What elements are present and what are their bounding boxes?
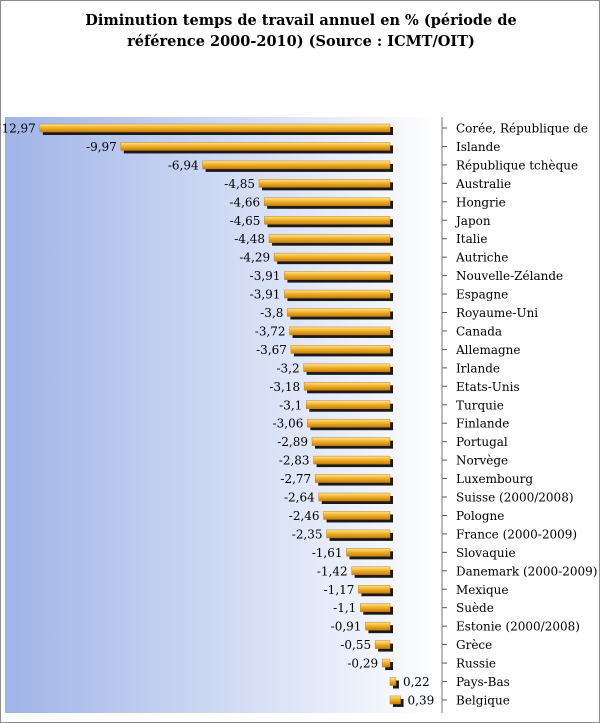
category-label: Estonie (2000/2008) <box>456 620 580 634</box>
bar <box>264 216 391 225</box>
data-label: -3,1 <box>279 398 302 412</box>
category-label: Danemark (2000-2009) <box>456 564 597 578</box>
data-label: -1,17 <box>324 583 355 597</box>
data-label: -9,97 <box>86 140 117 154</box>
bar <box>307 418 391 428</box>
bar <box>258 179 391 188</box>
data-label: -2,83 <box>279 454 310 468</box>
category-label: Hongrie <box>456 195 506 209</box>
category-label: Autriche <box>455 251 508 265</box>
data-label: -0,91 <box>331 620 362 634</box>
bar <box>306 400 391 409</box>
category-label: Italie <box>456 232 488 246</box>
data-label: -6,94 <box>168 158 199 172</box>
data-label: -4,66 <box>229 195 260 209</box>
bar <box>318 492 391 502</box>
category-label: Japon <box>454 214 491 228</box>
data-label: -1,42 <box>317 564 348 578</box>
data-label: 0,22 <box>403 675 430 689</box>
bar <box>289 326 391 336</box>
bar <box>268 234 391 243</box>
category-label: Grèce <box>456 638 492 652</box>
bar <box>389 677 397 686</box>
bar <box>284 289 391 299</box>
category-label: Pologne <box>456 509 504 523</box>
category-label: Mexique <box>456 583 509 597</box>
data-label: -2,77 <box>280 472 311 486</box>
data-label: -3,91 <box>250 288 281 302</box>
bar <box>326 529 391 539</box>
category-label: Corée, République de <box>456 122 588 136</box>
category-label: Portugal <box>456 435 508 449</box>
bar <box>284 271 391 280</box>
data-label: 0,39 <box>408 693 435 707</box>
category-label: Allemagne <box>455 343 521 357</box>
category-label: Belgique <box>456 693 510 707</box>
data-label: -3,18 <box>269 380 300 394</box>
bar <box>120 142 391 151</box>
bar <box>360 603 391 612</box>
data-label: -4,85 <box>224 177 255 191</box>
category-label: République tchèque <box>456 158 578 172</box>
data-label: -1,61 <box>312 546 343 560</box>
category-label: Finlande <box>456 417 509 431</box>
chart-title: Diminution temps de travail annuel en % … <box>85 12 517 50</box>
category-label: Pays-Bas <box>456 675 510 689</box>
data-label: -4,29 <box>239 251 270 265</box>
bar <box>263 197 391 207</box>
category-label: Royaume-Uni <box>456 306 538 320</box>
data-label: -0,55 <box>340 638 371 652</box>
category-label: Suisse (2000/2008) <box>456 491 574 505</box>
bar <box>346 548 391 557</box>
data-label: -12,97 <box>1 122 36 136</box>
data-label: -4,48 <box>234 232 265 246</box>
bar <box>287 308 391 317</box>
category-label: Nouvelle-Zélande <box>456 269 563 283</box>
bar <box>358 585 391 594</box>
category-label: Norvège <box>456 454 508 468</box>
bar <box>374 640 391 649</box>
data-label: -2,64 <box>284 491 315 505</box>
bar <box>311 437 391 446</box>
data-label: -0,29 <box>347 657 378 671</box>
data-label: -2,35 <box>292 527 323 541</box>
bar <box>303 382 391 391</box>
bar <box>313 455 391 465</box>
category-label: Russie <box>456 657 496 671</box>
bar <box>290 345 391 354</box>
bar <box>365 621 391 631</box>
bar <box>39 123 391 133</box>
bar <box>351 566 391 576</box>
category-label: Islande <box>456 140 500 154</box>
category-label: Slovaquie <box>456 546 516 560</box>
category-label: Irlande <box>456 361 500 375</box>
data-label: -1,1 <box>333 601 356 615</box>
data-label: -3,72 <box>255 324 286 338</box>
category-label: France (2000-2009) <box>456 527 577 541</box>
data-label: -3,8 <box>260 306 283 320</box>
data-label: -2,89 <box>277 435 308 449</box>
data-label: -4,65 <box>230 214 261 228</box>
data-label: -3,67 <box>256 343 287 357</box>
data-label: -3,2 <box>276 361 299 375</box>
bar <box>314 474 391 483</box>
category-label: Etats-Unis <box>456 380 520 394</box>
category-label: Espagne <box>456 288 508 302</box>
bar <box>323 511 391 520</box>
category-label: Suède <box>456 601 494 615</box>
data-label: -3,06 <box>273 417 304 431</box>
bar <box>273 252 391 262</box>
bar <box>303 363 391 373</box>
data-label: -3,91 <box>250 269 281 283</box>
category-label: Luxembourg <box>456 472 533 486</box>
bar <box>381 658 391 668</box>
category-label: Canada <box>456 324 502 338</box>
category-label: Australie <box>455 177 511 191</box>
bar <box>389 695 401 705</box>
category-label: Turquie <box>456 398 504 412</box>
bar <box>202 160 391 170</box>
data-label: -2,46 <box>289 509 320 523</box>
